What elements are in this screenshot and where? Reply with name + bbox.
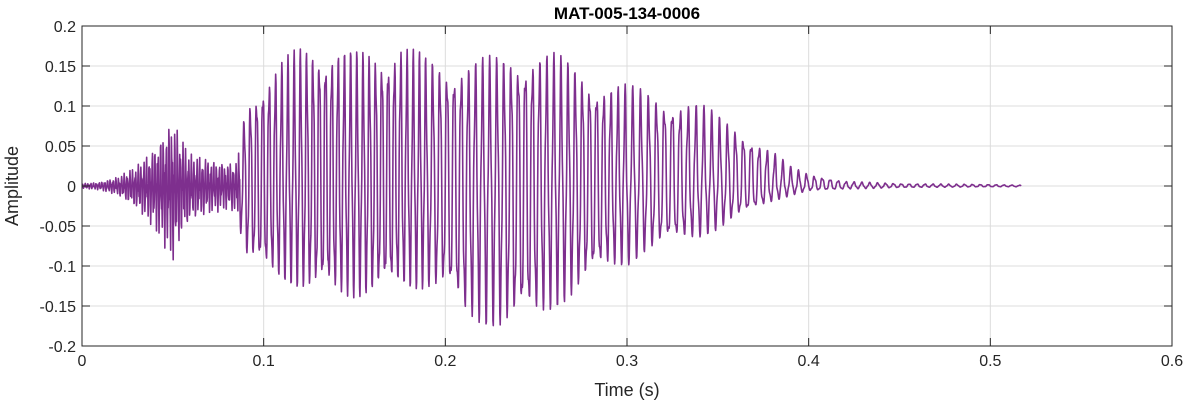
- y-tick-label: 0.15: [45, 59, 76, 76]
- x-tick-label: 0: [78, 353, 87, 370]
- y-tick-label: 0.2: [54, 19, 76, 36]
- x-tick-label: 0.2: [434, 353, 456, 370]
- y-tick-label: -0.2: [48, 339, 76, 356]
- x-tick-label: 0.4: [798, 353, 820, 370]
- x-axis-label: Time (s): [594, 380, 659, 400]
- y-tick-label: 0.1: [54, 99, 76, 116]
- y-tick-label: -0.05: [40, 219, 77, 236]
- y-tick-label: 0: [67, 179, 76, 196]
- axis-ticks: 0 0.1 0.2 0.3 0.4 0.5 0.6 -0.2 -0.15 -0.1 -0.05 0 0.…: [40, 19, 1184, 370]
- waveform-line: [81, 48, 1022, 327]
- chart-title: MAT-005-134-0006: [554, 4, 700, 23]
- y-tick-label: 0.05: [45, 139, 76, 156]
- x-tick-label: 0.5: [979, 353, 1001, 370]
- y-tick-label: -0.1: [48, 259, 76, 276]
- x-tick-label: 0.6: [1161, 353, 1183, 370]
- x-tick-label: 0.3: [616, 353, 638, 370]
- x-tick-label: 0.1: [253, 353, 275, 370]
- y-axis-label: Amplitude: [2, 146, 22, 226]
- waveform-series: [81, 48, 1022, 327]
- y-tick-label: -0.15: [40, 299, 77, 316]
